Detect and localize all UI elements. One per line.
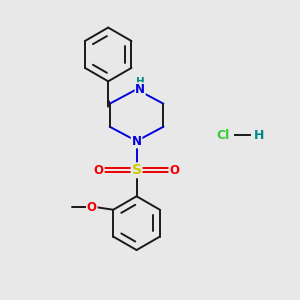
Text: S: S — [132, 163, 142, 177]
Text: Cl: Cl — [217, 129, 230, 142]
Text: H: H — [136, 77, 145, 87]
Text: O: O — [94, 164, 103, 177]
Text: N: N — [135, 83, 145, 96]
Text: O: O — [87, 201, 97, 214]
Text: H: H — [254, 129, 264, 142]
Text: O: O — [169, 164, 179, 177]
Text: N: N — [132, 134, 142, 148]
